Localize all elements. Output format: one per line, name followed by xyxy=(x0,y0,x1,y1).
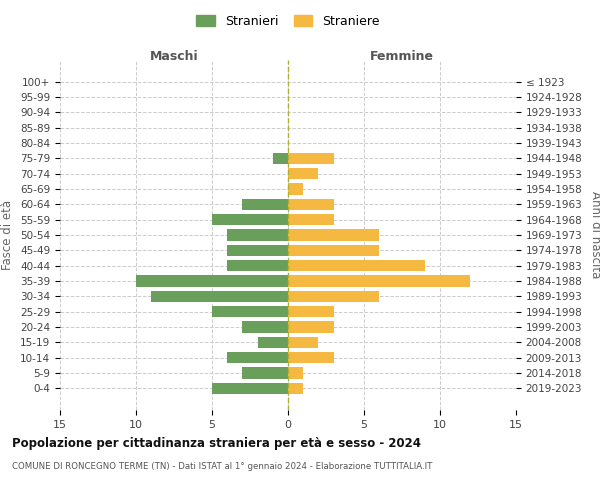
Bar xyxy=(288,152,334,164)
Bar xyxy=(227,229,288,241)
Text: Popolazione per cittadinanza straniera per età e sesso - 2024: Popolazione per cittadinanza straniera p… xyxy=(12,438,421,450)
Bar xyxy=(212,382,288,394)
Bar xyxy=(273,152,288,164)
Bar xyxy=(242,368,288,379)
Bar xyxy=(288,336,319,348)
Bar xyxy=(212,306,288,318)
Text: COMUNE DI RONCEGNO TERME (TN) - Dati ISTAT al 1° gennaio 2024 - Elaborazione TUT: COMUNE DI RONCEGNO TERME (TN) - Dati IST… xyxy=(12,462,433,471)
Bar xyxy=(242,322,288,333)
Y-axis label: Fasce di età: Fasce di età xyxy=(1,200,14,270)
Bar xyxy=(288,290,379,302)
Bar xyxy=(257,336,288,348)
Bar xyxy=(288,260,425,272)
Bar xyxy=(288,168,319,179)
Bar xyxy=(212,214,288,226)
Bar xyxy=(136,276,288,287)
Text: Femmine: Femmine xyxy=(370,50,434,64)
Bar xyxy=(227,244,288,256)
Bar xyxy=(288,244,379,256)
Bar xyxy=(288,276,470,287)
Y-axis label: Anni di nascita: Anni di nascita xyxy=(589,192,600,278)
Bar xyxy=(288,198,334,210)
Text: Maschi: Maschi xyxy=(149,50,199,64)
Bar xyxy=(227,352,288,364)
Bar xyxy=(288,368,303,379)
Bar xyxy=(242,198,288,210)
Bar xyxy=(288,382,303,394)
Bar xyxy=(288,352,334,364)
Bar xyxy=(151,290,288,302)
Bar xyxy=(227,260,288,272)
Bar xyxy=(288,183,303,194)
Bar xyxy=(288,322,334,333)
Legend: Stranieri, Straniere: Stranieri, Straniere xyxy=(193,11,383,32)
Bar xyxy=(288,229,379,241)
Bar xyxy=(288,306,334,318)
Bar xyxy=(288,214,334,226)
